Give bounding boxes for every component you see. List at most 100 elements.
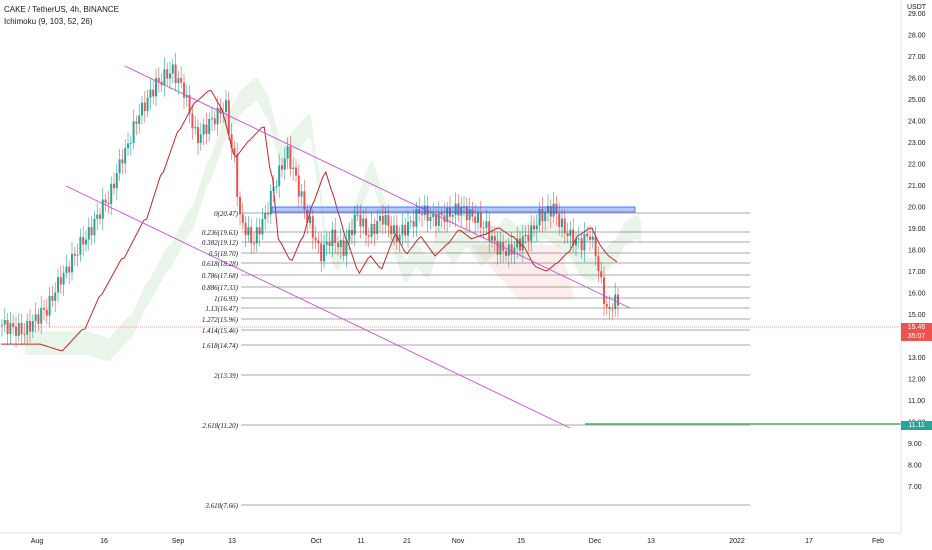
- candle-body: [373, 223, 376, 234]
- cloud-area: [25, 77, 641, 362]
- fib-level-label: 1.13(16.47): [205, 305, 238, 313]
- candle-body: [289, 146, 292, 169]
- candle-body: [468, 209, 471, 221]
- candle-body: [71, 253, 73, 273]
- candle-body: [230, 134, 233, 149]
- candle-body: [605, 304, 608, 307]
- time-tick-label: 15: [517, 538, 525, 545]
- candle-body: [9, 323, 12, 335]
- candle-body: [174, 64, 177, 84]
- candle-body: [594, 236, 597, 257]
- candle-body: [502, 242, 505, 251]
- time-tick-label: Feb: [872, 538, 884, 545]
- candle-body: [446, 207, 449, 223]
- candle-body: [367, 235, 370, 237]
- candle-body: [586, 233, 589, 237]
- candle-body: [1, 324, 3, 326]
- candle-body: [342, 240, 345, 256]
- candle-body: [569, 229, 572, 236]
- price-tick-label: 27.00: [908, 54, 926, 61]
- candle-body: [381, 215, 384, 225]
- fib-level-label: 0.786(17.68): [202, 272, 239, 280]
- candle-body: [311, 216, 314, 238]
- candle-body: [541, 208, 544, 222]
- candle-body: [213, 118, 216, 125]
- candle-body: [384, 215, 387, 225]
- candle-body: [516, 238, 519, 248]
- candle-body: [499, 242, 502, 255]
- candles: [1, 52, 619, 348]
- fib-level-label: 0.236(19.63): [202, 229, 239, 237]
- fib-level-label: 0.886(17.33): [202, 284, 239, 292]
- indicator-legend[interactable]: Ichimoku (9, 103, 52, 26): [4, 17, 93, 26]
- candle-body: [244, 222, 247, 236]
- price-tick-label: 15.00: [908, 312, 926, 319]
- fib-level-label: 0.618(18.28): [202, 260, 239, 268]
- candle-body: [314, 237, 317, 241]
- candle-body: [454, 203, 457, 216]
- candle-body: [530, 225, 533, 241]
- candle-body: [96, 214, 99, 219]
- candle-body: [591, 236, 594, 240]
- candle-body: [376, 220, 379, 234]
- candle-body: [365, 218, 367, 236]
- candle-body: [600, 271, 603, 278]
- candle-body: [185, 95, 188, 98]
- fib-level-label: 0(20.47): [214, 210, 239, 218]
- candle-body: [460, 207, 463, 216]
- candle-body: [233, 148, 236, 155]
- time-tick-label: 11: [357, 538, 364, 545]
- candle-body: [239, 196, 241, 215]
- price-axis[interactable]: 29.00 28.00 27.00 26.00 25.00 24.00 23.00 22.00…: [900, 0, 926, 533]
- candle-body: [524, 234, 527, 237]
- candle-body: [577, 238, 580, 240]
- candle-body: [418, 208, 421, 214]
- candle-body: [17, 323, 20, 336]
- candle-body: [146, 97, 149, 112]
- time-axis[interactable]: Aug 16 Sep 13 Oct 11 21 Nov 15 Dec 13 2022 17 Feb: [0, 532, 901, 545]
- candle-body: [163, 69, 166, 85]
- fib-extension[interactable]: 0(20.47) 0.236(19.63) 0.382(19.12) 0.5(18.7…: [202, 210, 750, 510]
- candle-body: [533, 225, 535, 230]
- candle-body: [208, 118, 211, 134]
- candle-body: [110, 183, 113, 205]
- candle-body: [404, 224, 407, 236]
- fib-level-label: 0.382(19.12): [202, 239, 239, 247]
- currency-label: USDT: [907, 4, 927, 11]
- fib-level-label: 3.618(7.66): [204, 502, 238, 510]
- price-tick-label: 28.00: [908, 33, 926, 40]
- time-tick-label: 2022: [729, 538, 745, 545]
- candle-body: [479, 212, 482, 228]
- candle-body: [113, 183, 115, 189]
- candle-body: [138, 115, 141, 124]
- price-tick-label: 26.00: [908, 76, 926, 83]
- candle-body: [505, 250, 507, 256]
- symbol-title[interactable]: CAKE / TetherUS, 4h, BINANCE: [4, 5, 120, 14]
- candle-body: [129, 143, 132, 145]
- time-tick-label: Oct: [311, 538, 322, 545]
- candle-body: [23, 333, 26, 335]
- candle-body: [152, 89, 155, 97]
- candle-body: [157, 78, 160, 82]
- drawings[interactable]: [0, 65, 901, 429]
- price-tick-label: 19.00: [908, 226, 926, 233]
- candle-body: [437, 212, 440, 226]
- price-tick-label: 8.00: [908, 463, 922, 470]
- candle-body: [353, 214, 356, 235]
- candle-body: [306, 209, 309, 223]
- price-tick-label: 7.00: [908, 484, 922, 491]
- candle-body: [101, 199, 104, 219]
- candle-body: [535, 225, 538, 230]
- candle-body: [283, 158, 286, 170]
- candle-body: [359, 214, 362, 227]
- candle-body: [177, 78, 180, 84]
- price-tick-label: 17.00: [908, 269, 926, 276]
- candle-body: [412, 221, 415, 227]
- candle-body: [3, 320, 6, 325]
- candle-body: [611, 308, 614, 310]
- candle-body: [26, 320, 29, 335]
- candle-body: [183, 82, 185, 98]
- candle-body: [303, 191, 306, 210]
- candle-body: [334, 229, 337, 244]
